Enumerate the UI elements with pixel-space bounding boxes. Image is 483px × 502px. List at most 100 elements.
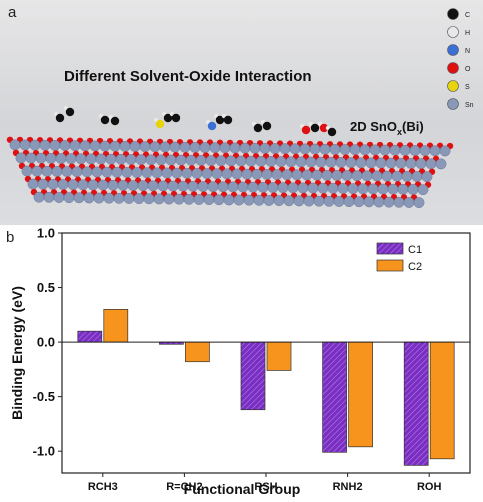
molecule-rnh2 — [205, 113, 233, 131]
tin-atom — [379, 144, 391, 156]
tin-atom — [421, 171, 433, 183]
molecule-atom — [310, 123, 320, 133]
molecule-atom — [262, 121, 272, 131]
molecule-atom — [327, 127, 337, 137]
tin-atom — [257, 181, 269, 193]
tin-atom — [197, 181, 209, 192]
tin-atom — [237, 181, 249, 193]
y-tick-label: 0.0 — [37, 335, 55, 350]
tin-atom — [157, 180, 169, 192]
tin-atom — [383, 196, 395, 208]
tin-atom — [61, 166, 73, 177]
tin-atom — [59, 140, 71, 151]
tin-atom — [259, 143, 271, 154]
tin-atom — [213, 194, 225, 206]
tin-atom — [85, 153, 97, 165]
tin-atom — [161, 167, 173, 179]
molecule-rch2 — [98, 113, 120, 126]
x-tick-label: ROH — [417, 481, 442, 493]
tin-atom — [289, 143, 301, 155]
tin-atom — [355, 157, 367, 169]
legend-label: C1 — [408, 244, 422, 256]
tin-atom — [119, 141, 131, 152]
tin-atom — [133, 193, 145, 205]
tin-atom — [95, 153, 107, 165]
tin-atom — [151, 167, 163, 179]
tin-atom — [295, 156, 307, 168]
bar-c2-rsh — [266, 341, 292, 371]
tin-atom — [233, 194, 245, 206]
tin-atom — [47, 179, 59, 190]
tin-atom — [193, 194, 205, 205]
tin-atom — [195, 155, 207, 166]
tin-atom — [315, 156, 327, 168]
legend-label: C2 — [408, 261, 422, 273]
tin-atom — [231, 168, 243, 180]
tin-atom — [425, 158, 437, 170]
tin-atom — [71, 166, 83, 178]
bars — [77, 309, 455, 466]
bar-c1-rch3 — [77, 330, 103, 343]
tin-atom — [297, 182, 309, 194]
atom-legend: C H N O S Sn — [447, 8, 474, 110]
tin-atom — [169, 141, 181, 153]
y-tick-label: 1.0 — [37, 226, 55, 241]
x-tick-label: R=CH2 — [166, 481, 202, 493]
tin-atom — [327, 182, 339, 194]
y-tick-label: 0.5 — [37, 280, 55, 295]
atom-swatch — [447, 44, 459, 56]
panel-b-label: b — [6, 229, 14, 246]
tin-atom — [261, 169, 273, 180]
tin-atom — [181, 167, 193, 179]
tin-atom — [149, 141, 161, 153]
atom-legend-item: N — [447, 44, 470, 56]
tin-atom — [127, 180, 139, 191]
tin-atom — [215, 155, 227, 167]
molecule-atom — [155, 119, 165, 129]
tin-atom — [69, 140, 81, 152]
tin-atom — [187, 180, 199, 192]
tin-atom — [223, 194, 235, 206]
molecule-atom — [253, 123, 263, 133]
tin-atom — [341, 170, 353, 181]
binding-energy-chart: b 1.00.50.0-0.5-1.0 RCH3 R=CH2 RSH RNH2 ROH … — [6, 226, 471, 497]
tin-atom — [117, 179, 129, 191]
tin-atom — [103, 192, 115, 204]
tin-atom — [293, 195, 305, 207]
tin-atom — [275, 156, 287, 168]
tin-atom — [267, 182, 279, 193]
tin-atom — [343, 196, 355, 207]
tin-atom — [65, 153, 77, 165]
tin-atom — [41, 165, 53, 177]
atom-legend-item: C — [447, 8, 470, 20]
tin-atom — [439, 145, 451, 157]
tin-atom — [101, 166, 113, 178]
molecule-atom — [207, 121, 217, 131]
molecule-roh — [251, 119, 272, 133]
tin-atom — [97, 179, 109, 191]
molecule-atom — [223, 115, 233, 125]
x-axis-label: Functional Group — [184, 481, 301, 497]
molecule-rsh — [153, 111, 181, 129]
tin-atom — [211, 168, 223, 180]
atom-symbol: Sn — [465, 102, 474, 109]
tin-atom — [63, 192, 75, 204]
legend-item-c1: C1 — [376, 242, 422, 256]
tin-atom — [75, 153, 87, 165]
molecule-atom — [55, 113, 65, 123]
tin-atom — [281, 169, 293, 181]
tin-atom — [311, 169, 323, 181]
tin-atom — [93, 192, 105, 204]
molecule-atom — [171, 113, 181, 123]
tin-atom — [345, 157, 357, 169]
panel-a-label: a — [8, 4, 17, 21]
tin-atom — [269, 143, 281, 154]
tin-atom — [49, 140, 61, 151]
bar-c2-rnh2 — [348, 341, 373, 448]
tin-atom — [347, 183, 359, 195]
tin-atom — [329, 143, 341, 155]
tin-atom — [333, 196, 345, 207]
atom-swatch — [447, 62, 459, 74]
molecule-atom — [100, 115, 110, 125]
